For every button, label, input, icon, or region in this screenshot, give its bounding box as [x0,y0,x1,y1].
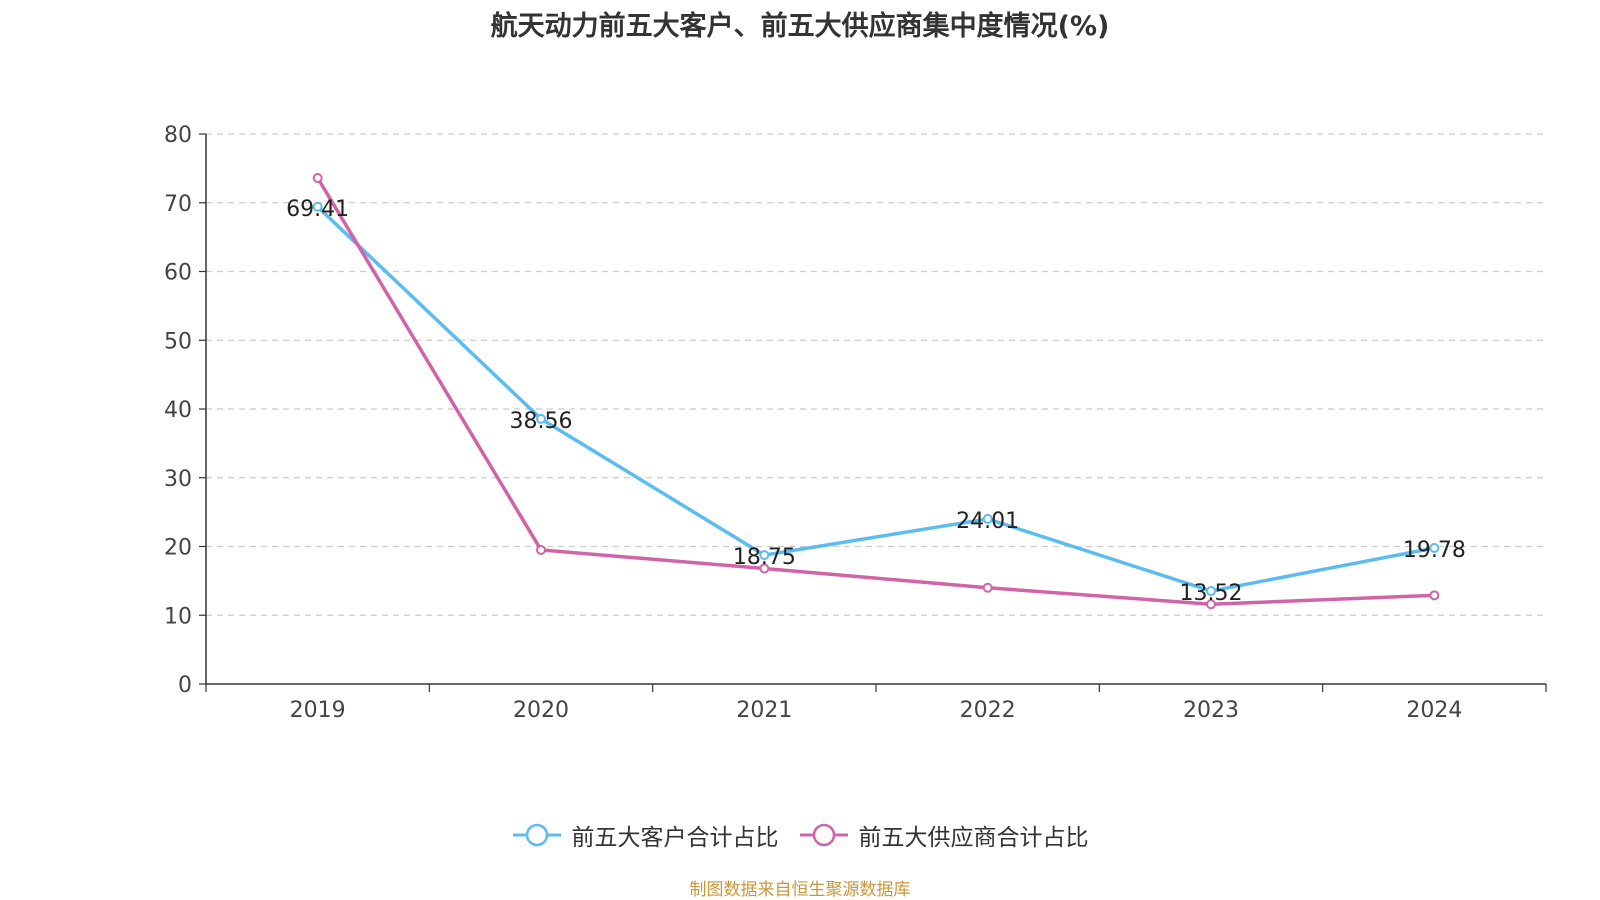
data-label-2022: 24.01 [956,509,1019,534]
legend-label: 前五大供应商合计占比 [858,825,1089,851]
series-1-point-2024 [1429,543,1440,554]
legend-marker-circle [812,823,835,847]
legend-label: 前五大客户合计占比 [571,825,779,851]
series-line-1 [316,205,1435,593]
gridlines [206,133,1546,616]
y-tick-label: 70 [164,192,192,217]
y-tick-label: 50 [164,329,192,354]
series-2-point-2022 [982,582,993,593]
y-tick-label: 0 [178,673,192,698]
x-tick-label-2021: 2021 [736,698,792,723]
series [312,173,1440,610]
series-2-point-2020 [536,544,546,555]
data-label-2023: 13.52 [1180,581,1243,606]
series-1-point-2021 [759,550,770,561]
y-tick-label: 20 [164,536,192,561]
legend-marker-circle [525,823,548,847]
x-tick-label-2022: 2022 [960,698,1016,723]
x-tick-label-2020: 2020 [513,698,569,723]
data-labels: 69.41 38.56 18.75 24.01 13.52 19.78 [286,197,1466,606]
series-2-point-2023 [1206,599,1216,610]
data-label-2024: 19.78 [1403,538,1466,563]
data-label-2019: 69.41 [286,197,349,222]
legend-item-1[interactable]: 前五大客户合计占比 [512,818,779,852]
y-tick-label: 60 [164,261,192,286]
data-label-2021: 18.75 [733,545,796,570]
y-tick-label: 40 [164,398,192,423]
legend-marker-icon [799,823,848,847]
x-tick-label-2019: 2019 [290,698,346,723]
series-line-2 [316,177,1435,606]
series-2-point-2019 [312,173,323,183]
series-1-point-2023 [1206,586,1216,597]
x-tick-label-2023: 2023 [1183,698,1239,723]
legend: 前五大客户合计占比 前五大供应商合计占比 [0,818,1600,852]
legend-marker-icon [512,823,561,847]
y-tick-label: 10 [164,604,192,629]
axes: 0 10 20 30 40 50 60 70 80 2019 2020 2021 2022 2023 202… [164,123,1547,723]
y-tick-label: 30 [164,467,192,492]
series-2-point-2021 [759,563,770,574]
source-note: 制图数据来自恒生聚源数据库 [689,880,911,900]
series-2-point-2024 [1429,590,1440,601]
series-1-point-2019 [312,201,323,212]
series-1-point-2022 [982,513,993,524]
y-tick-label: 80 [164,123,192,148]
chart-title: 航天动力前五大客户、前五大供应商集中度情况(%) [490,11,1110,42]
x-tick-label-2024: 2024 [1406,698,1462,723]
data-label-2020: 38.56 [510,409,573,434]
series-1-point-2020 [536,413,546,424]
legend-item-2[interactable]: 前五大供应商合计占比 [799,818,1089,852]
